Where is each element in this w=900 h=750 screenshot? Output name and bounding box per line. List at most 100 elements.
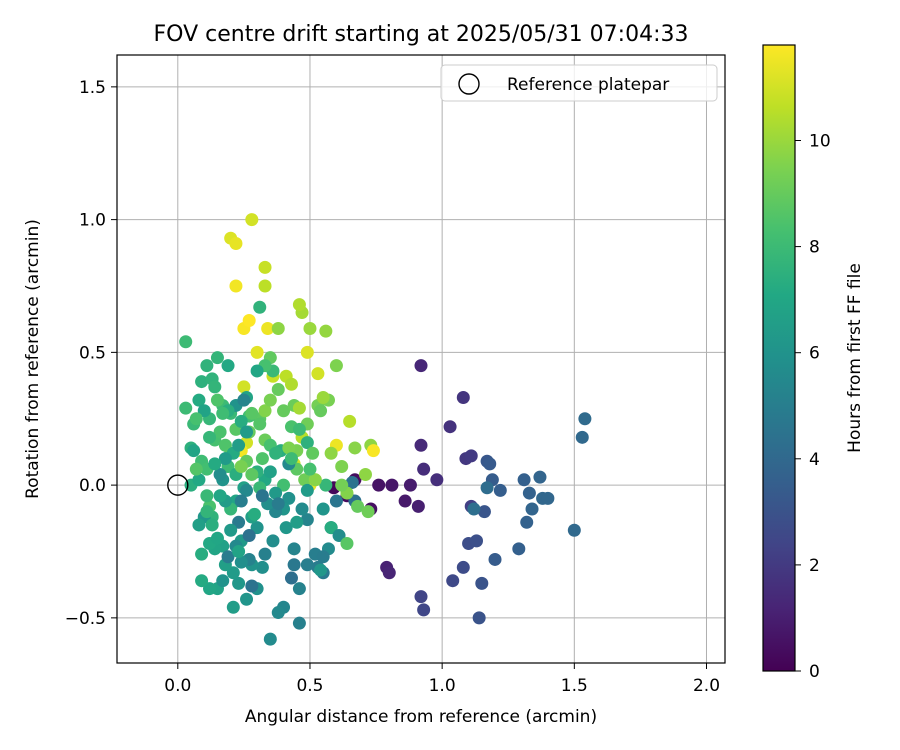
data-point xyxy=(269,446,283,460)
data-point xyxy=(467,502,481,516)
data-point xyxy=(253,300,267,314)
data-point xyxy=(263,465,277,479)
data-point xyxy=(335,460,349,474)
data-point xyxy=(224,523,238,537)
data-point xyxy=(522,486,536,500)
data-point xyxy=(200,505,214,519)
data-point xyxy=(213,425,227,439)
legend-label: Reference platepar xyxy=(507,75,669,95)
x-axis-label: Angular distance from reference (arcmin) xyxy=(245,707,597,727)
data-point xyxy=(247,507,261,521)
y-tick-label: 0.5 xyxy=(79,343,106,363)
data-point xyxy=(298,473,312,487)
data-point xyxy=(240,483,254,497)
data-point xyxy=(483,457,497,471)
plot-frame xyxy=(116,54,726,664)
data-point xyxy=(189,412,203,426)
data-point xyxy=(332,529,346,543)
data-point xyxy=(541,491,555,505)
data-point xyxy=(277,404,291,418)
data-point xyxy=(295,502,309,516)
data-point xyxy=(443,420,457,434)
x-tick-label: 0.5 xyxy=(296,676,323,696)
data-point xyxy=(300,436,314,450)
data-point xyxy=(271,606,285,620)
data-point xyxy=(464,449,478,463)
data-point xyxy=(303,321,317,335)
data-point xyxy=(311,367,325,381)
data-point xyxy=(351,499,365,513)
data-point xyxy=(226,566,240,580)
data-point xyxy=(520,515,534,529)
data-point xyxy=(300,558,314,572)
data-point xyxy=(189,462,203,476)
data-point xyxy=(430,473,444,487)
data-point xyxy=(240,425,254,439)
legend-marker xyxy=(458,73,480,95)
data-point xyxy=(348,441,362,455)
colorbar-tick-label: 8 xyxy=(809,238,820,258)
data-point xyxy=(232,438,246,452)
data-point xyxy=(470,534,484,548)
colorbar-tick-label: 0 xyxy=(809,662,820,682)
data-point xyxy=(271,383,285,397)
data-point xyxy=(205,518,219,532)
data-point xyxy=(221,550,235,564)
grid-lines xyxy=(117,55,725,663)
data-point xyxy=(210,351,224,365)
y-axis-label: Rotation from reference (arcmin) xyxy=(23,219,43,499)
legend-box xyxy=(440,64,718,102)
data-point xyxy=(203,582,217,596)
data-point xyxy=(308,473,322,487)
data-point xyxy=(253,417,267,431)
data-point xyxy=(403,478,417,492)
data-point xyxy=(361,505,375,519)
data-point xyxy=(324,446,338,460)
data-point xyxy=(192,393,206,407)
data-point xyxy=(234,414,248,428)
data-point xyxy=(456,560,470,574)
data-point xyxy=(329,494,343,508)
data-point xyxy=(493,483,507,497)
data-point xyxy=(221,359,235,373)
data-point xyxy=(237,380,251,394)
data-point xyxy=(300,513,314,527)
data-point xyxy=(292,401,306,415)
data-point xyxy=(477,505,491,519)
x-tick-label: 0.0 xyxy=(164,676,191,696)
data-point xyxy=(271,321,285,335)
data-point xyxy=(232,515,246,529)
data-point xyxy=(303,462,317,476)
data-point xyxy=(411,499,425,513)
data-point xyxy=(263,393,277,407)
data-point xyxy=(385,478,399,492)
data-point xyxy=(210,393,224,407)
data-point xyxy=(213,467,227,481)
data-point xyxy=(417,462,431,476)
data-point xyxy=(197,404,211,418)
data-point xyxy=(255,452,269,466)
data-point xyxy=(245,213,259,227)
data-point xyxy=(250,364,264,378)
y-tick-label: −0.5 xyxy=(65,609,106,629)
data-point xyxy=(316,502,330,516)
data-point xyxy=(218,452,232,466)
data-point xyxy=(287,542,301,556)
data-point xyxy=(279,521,293,535)
data-point xyxy=(345,475,359,489)
data-point xyxy=(517,473,531,487)
data-point xyxy=(258,279,272,293)
data-point xyxy=(306,446,320,460)
data-point xyxy=(200,359,214,373)
colorbar-tick-label: 10 xyxy=(809,131,831,151)
data-point xyxy=(192,518,206,532)
data-point xyxy=(414,590,428,604)
colorbar-tick-label: 2 xyxy=(809,556,820,576)
data-point xyxy=(335,478,349,492)
data-point xyxy=(240,592,254,606)
chart-title: FOV centre drift starting at 2025/05/31 … xyxy=(154,22,689,47)
data-point xyxy=(234,460,248,474)
colorbar-label: Hours from first FF file xyxy=(845,263,865,453)
data-point xyxy=(195,375,209,389)
y-tick-label: 0.0 xyxy=(79,476,106,496)
